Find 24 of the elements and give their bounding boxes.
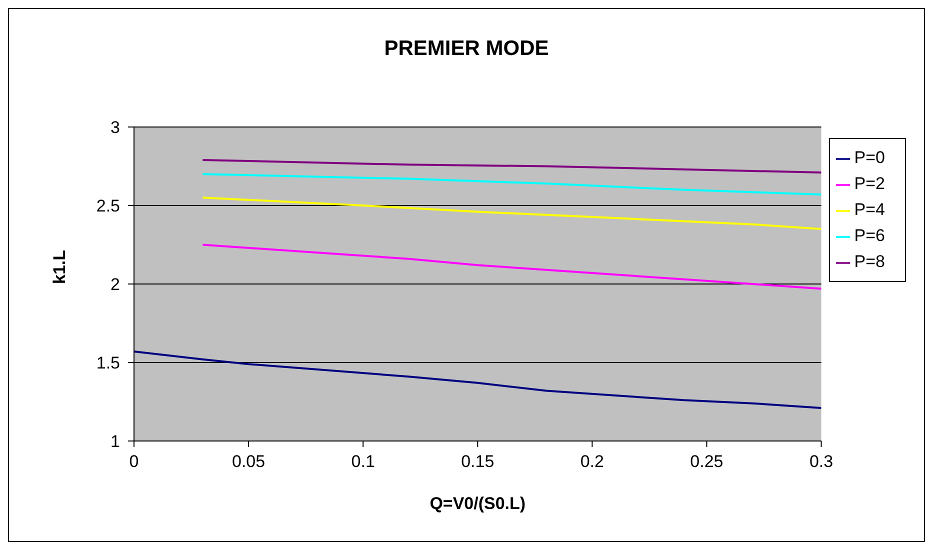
y-tick-label: 2 — [110, 275, 120, 294]
line-series — [202, 173, 822, 196]
x-tick-label: 0.05 — [232, 452, 266, 472]
legend-label: P=8 — [854, 252, 885, 271]
x-tick-label: 0.25 — [690, 452, 724, 472]
x-tick-label: 0 — [129, 452, 139, 472]
y-tick-label: 3 — [110, 118, 120, 138]
x-tick-label: 0.15 — [461, 452, 494, 472]
y-tick-label: 1.5 — [96, 354, 120, 373]
legend-label: P=6 — [854, 226, 885, 245]
x-tick-label: 0.3 — [809, 452, 834, 472]
line-series — [202, 158, 822, 174]
legend-label: P=0 — [854, 148, 885, 167]
x-tick-label: 0.2 — [580, 452, 604, 472]
line-series — [202, 244, 822, 290]
chart-title: PREMIER MODE — [383, 36, 550, 62]
legend-label: P=4 — [854, 200, 885, 219]
y-tick-label: 2.5 — [96, 196, 120, 216]
line-series — [202, 196, 822, 230]
y-tick-label: 1 — [110, 432, 120, 452]
x-tick-label: 0.1 — [351, 452, 375, 472]
y-axis-title: k1.L — [50, 250, 70, 284]
legend-label: P=2 — [854, 174, 885, 193]
x-axis-title: Q=V0/(S0.L) — [430, 494, 526, 513]
